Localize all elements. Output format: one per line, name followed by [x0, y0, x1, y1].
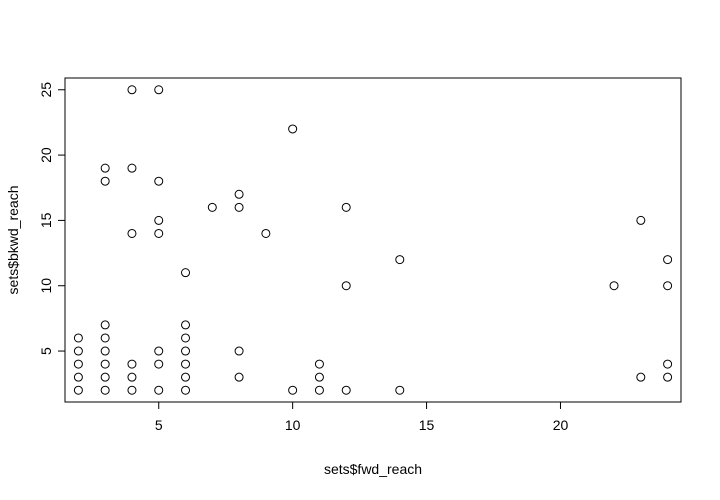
data-point	[314, 385, 324, 395]
data-point	[261, 228, 271, 238]
data-point	[663, 372, 673, 382]
data-point	[609, 281, 619, 291]
data-point	[73, 372, 83, 382]
data-point	[234, 202, 244, 212]
data-point	[154, 346, 164, 356]
x-axis: 5 10 15 20	[155, 401, 569, 433]
data-point	[100, 385, 110, 395]
data-point	[181, 359, 191, 369]
x-axis-label: sets$fwd_reach	[324, 461, 422, 477]
data-point	[636, 372, 646, 382]
y-tick-label: 10	[38, 278, 54, 294]
data-point	[663, 281, 673, 291]
data-point	[100, 163, 110, 173]
data-point	[73, 359, 83, 369]
y-tick-label: 20	[38, 147, 54, 163]
data-point	[100, 320, 110, 330]
y-tick-label: 15	[38, 212, 54, 228]
data-point	[395, 255, 405, 265]
data-point	[181, 372, 191, 382]
data-point	[663, 255, 673, 265]
data-point	[154, 215, 164, 225]
y-axis-label: sets$bkwd_reach	[5, 186, 21, 295]
data-point	[207, 202, 217, 212]
data-point	[154, 85, 164, 95]
data-point	[154, 176, 164, 186]
data-point	[127, 372, 137, 382]
data-point	[395, 385, 405, 395]
data-point	[127, 385, 137, 395]
data-point	[181, 385, 191, 395]
data-point	[73, 385, 83, 395]
data-point	[127, 228, 137, 238]
data-point	[127, 359, 137, 369]
data-point	[100, 372, 110, 382]
data-point	[181, 333, 191, 343]
x-tick-label: 10	[285, 417, 301, 433]
data-point	[154, 228, 164, 238]
data-point	[234, 346, 244, 356]
data-point	[127, 85, 137, 95]
data-points	[73, 85, 673, 395]
data-point	[181, 320, 191, 330]
data-point	[73, 333, 83, 343]
data-point	[314, 372, 324, 382]
data-point	[341, 202, 351, 212]
data-point	[234, 372, 244, 382]
data-point	[127, 163, 137, 173]
data-point	[181, 346, 191, 356]
data-point	[288, 385, 298, 395]
data-point	[341, 385, 351, 395]
x-tick-label: 5	[155, 417, 163, 433]
data-point	[154, 359, 164, 369]
data-point	[100, 346, 110, 356]
x-tick-label: 20	[553, 417, 569, 433]
data-point	[181, 268, 191, 278]
data-point	[288, 124, 298, 134]
data-point	[663, 359, 673, 369]
data-point	[73, 346, 83, 356]
y-tick-label: 5	[38, 347, 54, 355]
data-point	[100, 333, 110, 343]
y-tick-label: 25	[38, 82, 54, 98]
data-point	[341, 281, 351, 291]
data-point	[100, 359, 110, 369]
data-point	[100, 176, 110, 186]
data-point	[234, 189, 244, 199]
data-point	[314, 359, 324, 369]
plot-frame	[64, 77, 682, 403]
y-axis: 5 10 15 20 25	[38, 82, 66, 355]
x-tick-label: 15	[419, 417, 435, 433]
data-point	[154, 385, 164, 395]
data-point	[636, 215, 646, 225]
